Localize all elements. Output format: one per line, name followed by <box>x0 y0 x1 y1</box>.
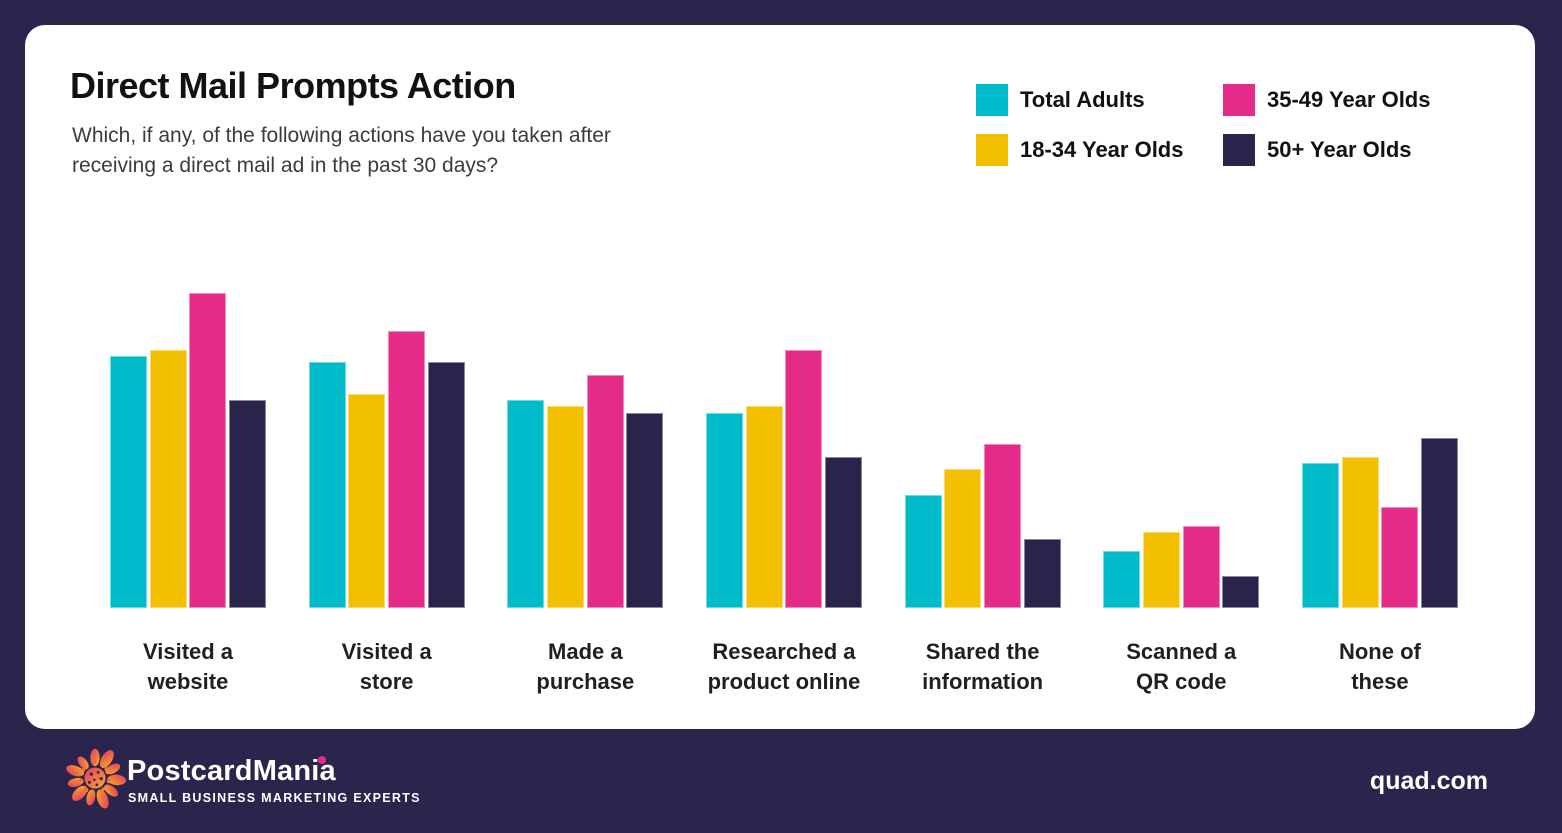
bar-group-researched-a-product-online: Researched a product online <box>705 293 862 694</box>
legend-swatch-35-49-year-olds <box>1223 84 1255 116</box>
legend-label: 35-49 Year Olds <box>1267 87 1431 112</box>
category-label: None of these <box>1338 639 1421 694</box>
bar-18-34-year-olds <box>1341 457 1379 608</box>
postcardmania-flower-logo-icon <box>66 748 126 809</box>
chart-card: Direct Mail Prompts Action Which, if any… <box>25 25 1535 729</box>
bar-18-34-year-olds <box>348 394 386 608</box>
category-label: Shared the information <box>922 639 1044 694</box>
bar-18-34-year-olds <box>546 406 584 608</box>
category-label: Visited a website <box>142 639 234 694</box>
bar-group-shared-the-information: Shared the information <box>904 293 1061 694</box>
bar-50-year-olds <box>228 400 266 608</box>
bar-group-none-of-these: None of these <box>1301 293 1458 694</box>
legend-item-total-adults: Total Adults <box>976 84 1223 116</box>
category-label: Made a purchase <box>536 639 635 694</box>
bar-35-49-year-olds <box>189 293 227 608</box>
legend-swatch-18-34-year-olds <box>976 134 1008 166</box>
website-link[interactable]: quad.com <box>1369 767 1488 795</box>
bar-total-adults <box>507 400 545 608</box>
brand-tagline: SMALL BUSINESS MARKETING EXPERTS <box>128 791 421 805</box>
page-title: Direct Mail Prompts Action <box>70 65 516 106</box>
category-label: Scanned a QR code <box>1126 639 1237 694</box>
bar-group-visited-a-website: Visited a website <box>110 293 266 694</box>
category-label: Visited a store <box>341 639 432 694</box>
bar-35-49-year-olds <box>1381 507 1419 608</box>
legend-item-50-year-olds: 50+ Year Olds <box>1223 134 1431 166</box>
legend-swatch-total-adults <box>976 84 1008 116</box>
chart-subtitle: Which, if any, of the following actions … <box>72 121 611 181</box>
brand-i-dot-icon <box>318 756 326 764</box>
bar-group-made-a-purchase: Made a purchase <box>507 293 664 694</box>
footer: PostcardMania SMALL BUSINESS MARKETING E… <box>0 729 1562 833</box>
chart-subtitle-line-1: Which, if any, of the following actions … <box>72 124 611 147</box>
bar-chart: Visited a website Visited a store Made a purc… <box>110 293 1458 694</box>
bar-total-adults <box>705 413 743 608</box>
legend-label: 18-34 Year Olds <box>1020 137 1184 162</box>
bar-35-49-year-olds <box>1182 526 1220 608</box>
category-label: Researched a product online <box>707 639 861 694</box>
bar-18-34-year-olds <box>149 350 187 608</box>
bar-35-49-year-olds <box>983 444 1021 608</box>
bar-18-34-year-olds <box>1142 532 1180 608</box>
bar-total-adults <box>308 362 346 608</box>
bar-total-adults <box>110 356 147 608</box>
legend-swatch-50-year-olds <box>1223 134 1255 166</box>
bar-total-adults <box>1103 551 1141 608</box>
legend-item-18-34-year-olds: 18-34 Year Olds <box>976 134 1223 166</box>
bar-35-49-year-olds <box>586 375 624 608</box>
bar-group-visited-a-store: Visited a store <box>308 293 465 694</box>
bar-50-year-olds <box>1420 438 1458 608</box>
bar-50-year-olds <box>824 457 862 608</box>
chart-subtitle-line-2: receiving a direct mail ad in the past 3… <box>72 154 499 177</box>
bar-35-49-year-olds <box>387 331 425 608</box>
bar-50-year-olds <box>1023 539 1061 608</box>
bar-35-49-year-olds <box>785 350 823 608</box>
bar-group-scanned-a-qr-code: Scanned a QR code <box>1103 293 1260 694</box>
bar-50-year-olds <box>1222 576 1260 608</box>
bar-18-34-year-olds <box>944 469 982 608</box>
legend: Total Adults 18-34 Year Olds 35-49 Year Ol… <box>976 84 1431 166</box>
bar-50-year-olds <box>427 362 465 608</box>
bar-total-adults <box>904 495 942 608</box>
legend-label: 50+ Year Olds <box>1267 137 1412 162</box>
bar-total-adults <box>1301 463 1339 608</box>
bar-18-34-year-olds <box>745 406 783 608</box>
brand-name: PostcardMania <box>127 755 336 787</box>
legend-item-35-49-year-olds: 35-49 Year Olds <box>1223 84 1431 116</box>
bar-50-year-olds <box>626 413 664 608</box>
legend-label: Total Adults <box>1020 87 1145 112</box>
